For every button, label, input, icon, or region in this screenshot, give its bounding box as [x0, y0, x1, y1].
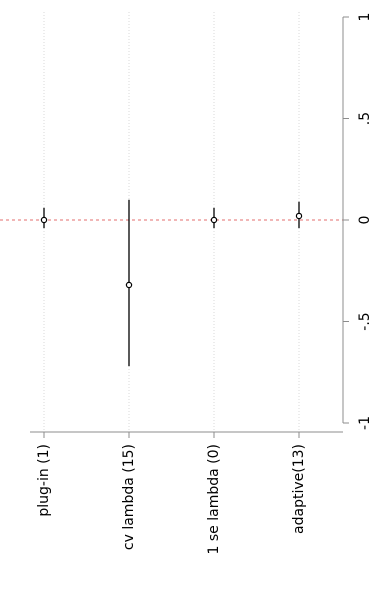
grid-lines [43, 12, 300, 432]
value-tick-label: .5 [357, 112, 373, 125]
category-label: 1 se lambda (0) [206, 444, 222, 554]
category-axis: plug-in (1) cv lambda (15) 1 se lambda (0)… [30, 431, 343, 554]
value-axis: -1 -.5 0 .5 1 [342, 13, 373, 430]
point-estimate [210, 216, 218, 224]
point-estimate [40, 216, 48, 224]
category-label: cv lambda (15) [121, 444, 137, 550]
category-label: plug-in (1) [36, 444, 52, 517]
value-tick-label: 0 [357, 216, 373, 225]
point-estimate [125, 281, 133, 289]
category-label: adaptive(13) [291, 444, 307, 534]
value-tick-label: 1 [357, 13, 373, 22]
series-marks [40, 199, 303, 367]
value-tick-label: -.5 [357, 312, 373, 330]
value-tick-label: -1 [357, 416, 373, 430]
point-estimate [295, 212, 303, 220]
